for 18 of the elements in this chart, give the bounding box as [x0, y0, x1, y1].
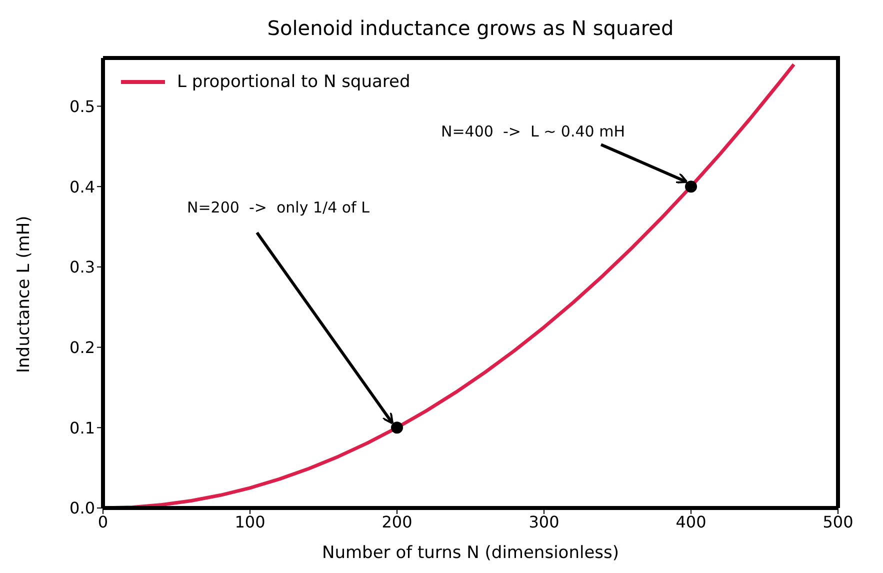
x-tick-label: 100 — [234, 512, 266, 532]
annotation: N=400 -> L ~ 0.40 mH — [441, 122, 625, 141]
x-axis-title: Number of turns N (dimensionless) — [322, 543, 619, 563]
annotation: N=200 -> only 1/4 of L — [187, 198, 370, 217]
y-tick-label: 0.1 — [70, 418, 95, 438]
x-tick-label: 500 — [822, 512, 854, 532]
x-tick-label: 0 — [98, 512, 108, 532]
legend-label: L proportional to N squared — [177, 72, 410, 92]
y-tick-label: 0.2 — [70, 338, 95, 357]
y-tick-label: 0.5 — [70, 96, 95, 116]
y-tick-label: 0.4 — [70, 177, 95, 196]
y-tick-label: 0.0 — [70, 498, 95, 518]
y-axis-title: Inductance L (mH) — [14, 216, 34, 373]
x-tick-label: 300 — [528, 512, 560, 532]
x-tick-label: 200 — [382, 512, 412, 532]
x-tick-label: 400 — [676, 512, 706, 532]
y-tick-label: 0.3 — [70, 258, 95, 277]
chart-title: Solenoid inductance grows as N squared — [266, 15, 675, 42]
